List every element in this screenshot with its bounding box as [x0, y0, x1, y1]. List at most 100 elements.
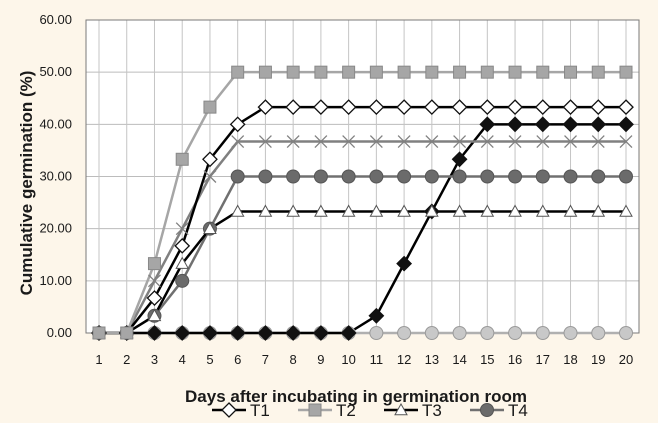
data-point-series-4: [175, 273, 190, 288]
data-point-series-6: [257, 325, 274, 341]
data-point-series-6: [479, 116, 496, 133]
data-point-series-4: [313, 169, 328, 184]
data-point-series-2: [564, 65, 578, 79]
data-point-series-1: [507, 99, 523, 116]
x-tick-label: 11: [370, 352, 384, 367]
data-point-series-2: [147, 257, 161, 271]
series-line-5: [99, 140, 626, 335]
data-point-series-3: [175, 256, 190, 269]
data-point-series-7: [535, 326, 550, 340]
data-point-series-5: [536, 135, 550, 149]
data-point-series-3: [508, 204, 522, 217]
data-point-series-5: [258, 135, 272, 149]
data-point-series-1: [312, 99, 329, 116]
data-point-series-7: [619, 326, 633, 340]
data-point-series-4: [563, 169, 578, 184]
x-tick-label: 6: [234, 352, 241, 367]
x-tick-label: 12: [397, 352, 411, 367]
data-point-series-1: [396, 99, 413, 116]
data-point-series-5: [314, 135, 328, 149]
data-point-series-6: [202, 325, 218, 341]
data-point-series-7: [369, 326, 384, 340]
data-point-series-7: [424, 326, 439, 340]
data-point-series-6: [590, 116, 607, 133]
data-point-series-3: [619, 204, 633, 217]
data-point-series-5: [231, 135, 245, 149]
data-point-series-5: [564, 135, 577, 149]
data-point-series-4: [508, 169, 523, 184]
y-tick-label: 10.00: [39, 273, 72, 288]
data-point-series-5: [425, 135, 439, 149]
x-tick-label: 17: [536, 352, 550, 367]
x-tick-label: 19: [591, 352, 605, 367]
data-point-series-7: [397, 326, 412, 340]
data-point-series-2: [397, 65, 411, 79]
data-point-series-7: [508, 326, 523, 340]
data-point-series-2: [480, 65, 494, 79]
data-point-series-6: [340, 325, 357, 341]
x-tick-label: 5: [206, 352, 213, 367]
x-axis-title: Days after incubating in germination roo…: [185, 387, 527, 406]
x-tick-label: 14: [452, 352, 466, 367]
data-point-series-5: [591, 135, 605, 149]
data-point-series-1: [590, 99, 607, 116]
data-point-series-6: [174, 325, 191, 341]
data-point-series-4: [369, 169, 384, 184]
data-point-series-2: [231, 65, 245, 79]
legend-marker-t2: [308, 403, 322, 417]
legend-marker-t4: [480, 403, 494, 417]
data-point-series-1: [285, 99, 302, 116]
y-axis-ticks: 0.00 10.00 20.00 30.00 40.00 50.00 60.00: [39, 12, 72, 340]
data-point-series-1: [534, 99, 551, 116]
data-point-series-6: [562, 116, 579, 133]
data-point-series-4: [286, 169, 301, 184]
data-point-series-3: [563, 204, 578, 217]
x-tick-label: 2: [123, 352, 130, 367]
data-point-series-2: [369, 65, 383, 79]
y-tick-label: 0.00: [47, 325, 72, 340]
data-point-series-5: [619, 135, 633, 149]
data-point-series-6: [507, 116, 523, 133]
data-point-series-2: [342, 65, 356, 79]
data-point-series-1: [618, 99, 634, 116]
data-point-series-4: [591, 169, 606, 184]
data-point-series-4: [424, 169, 439, 184]
x-tick-label: 20: [619, 352, 633, 367]
x-tick-label: 18: [563, 352, 577, 367]
data-point-series-6: [368, 307, 385, 324]
data-point-series-7: [480, 326, 495, 340]
x-tick-label: 13: [425, 352, 439, 367]
series-line-3: [99, 210, 626, 335]
data-point-series-1: [229, 116, 246, 133]
data-point-series-3: [230, 204, 245, 217]
data-point-series-3: [341, 204, 356, 217]
data-point-series-2: [203, 100, 217, 114]
data-point-series-7: [452, 326, 467, 340]
series-markers: [91, 65, 634, 341]
data-point-series-2: [258, 65, 272, 79]
y-tick-label: 50.00: [39, 64, 72, 79]
data-point-series-2: [286, 65, 300, 79]
legend-marker-t3: [394, 402, 408, 416]
data-point-series-2: [619, 65, 633, 79]
data-point-series-6: [396, 255, 413, 272]
data-point-series-5: [369, 135, 383, 149]
x-tick-label: 1: [95, 352, 102, 367]
data-point-series-1: [479, 99, 496, 116]
data-point-series-4: [619, 169, 633, 184]
y-tick-label: 40.00: [39, 116, 72, 131]
data-point-series-2: [508, 65, 522, 79]
x-tick-label: 4: [179, 352, 186, 367]
data-point-series-6: [285, 325, 302, 341]
legend-marker-t1: [221, 402, 237, 418]
data-point-series-5: [508, 135, 522, 149]
data-point-series-5: [342, 135, 356, 149]
data-point-series-4: [535, 169, 550, 184]
legend-label-t3: T3: [422, 401, 442, 420]
data-point-series-2: [92, 326, 106, 340]
data-point-series-1: [340, 99, 357, 116]
x-tick-label: 3: [151, 352, 158, 367]
data-point-series-1: [174, 237, 191, 254]
data-point-series-1: [202, 151, 218, 168]
